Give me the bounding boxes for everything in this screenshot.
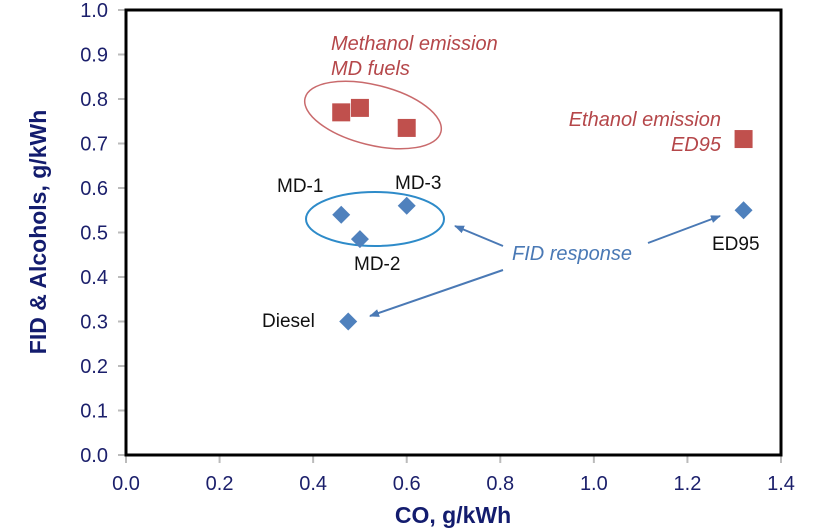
label-md3: MD-3 — [395, 173, 441, 194]
y-tick-label: 0.7 — [80, 134, 108, 156]
y-tick-label: 0.9 — [80, 45, 108, 67]
square-marker — [397, 118, 416, 137]
methanol-group-ellipse — [303, 80, 443, 150]
x-tick-label: 0.0 — [112, 473, 140, 495]
y-tick-label: 0.1 — [80, 401, 108, 423]
label-diesel: Diesel — [262, 311, 315, 332]
diamond-marker — [734, 201, 753, 220]
x-tick-label: 0.4 — [299, 473, 327, 495]
square-marker — [734, 130, 753, 149]
diamond-marker — [350, 230, 369, 249]
y-tick-label: 0.5 — [80, 223, 108, 245]
fid-arrow-md-group — [454, 225, 504, 247]
md-fid-group-ellipse — [305, 191, 445, 247]
x-tick-label: 1.2 — [674, 473, 702, 495]
plot-area — [124, 8, 783, 457]
fid-arrow-diesel — [369, 269, 504, 317]
label-md2: MD-2 — [354, 254, 400, 275]
fid-arrow-ed95 — [647, 215, 721, 244]
fid-response-annotation: FID response — [512, 243, 632, 265]
ethanol-annotation-line2: ED95 — [671, 134, 722, 156]
data-markers — [332, 98, 753, 331]
diamond-marker — [339, 312, 358, 331]
square-marker — [332, 103, 351, 122]
x-tick-label: 1.4 — [767, 473, 795, 495]
y-tick-label: 0.8 — [80, 89, 108, 111]
y-tick-label: 0.0 — [80, 445, 108, 467]
x-tick-label: 0.6 — [393, 473, 421, 495]
label-ed95: ED95 — [712, 234, 760, 255]
x-axis-title: CO, g/kWh — [395, 502, 511, 528]
y-tick-label: 0.3 — [80, 312, 108, 334]
axis-ticks: 0.0 0.2 0.4 0.6 0.8 1.0 1.2 1.4 0.0 0.1 0.2 0.3 0.4 0… — [80, 0, 795, 495]
x-tick-label: 1.0 — [580, 473, 608, 495]
methanol-annotation-line1: Methanol emission — [331, 33, 498, 55]
label-md1: MD-1 — [277, 176, 323, 197]
y-tick-label: 0.4 — [80, 267, 108, 289]
ethanol-annotation-line1: Ethanol emission — [569, 109, 721, 131]
y-axis-title: FID & Alcohols, g/kWh — [25, 110, 51, 354]
y-tick-label: 1.0 — [80, 0, 108, 22]
y-tick-label: 0.2 — [80, 356, 108, 378]
methanol-annotation-line2: MD fuels — [331, 58, 410, 80]
square-marker — [350, 98, 369, 117]
x-tick-label: 0.8 — [486, 473, 514, 495]
x-tick-label: 0.2 — [206, 473, 234, 495]
diamond-marker — [397, 196, 416, 215]
y-tick-label: 0.6 — [80, 178, 108, 200]
diamond-marker — [332, 205, 351, 224]
